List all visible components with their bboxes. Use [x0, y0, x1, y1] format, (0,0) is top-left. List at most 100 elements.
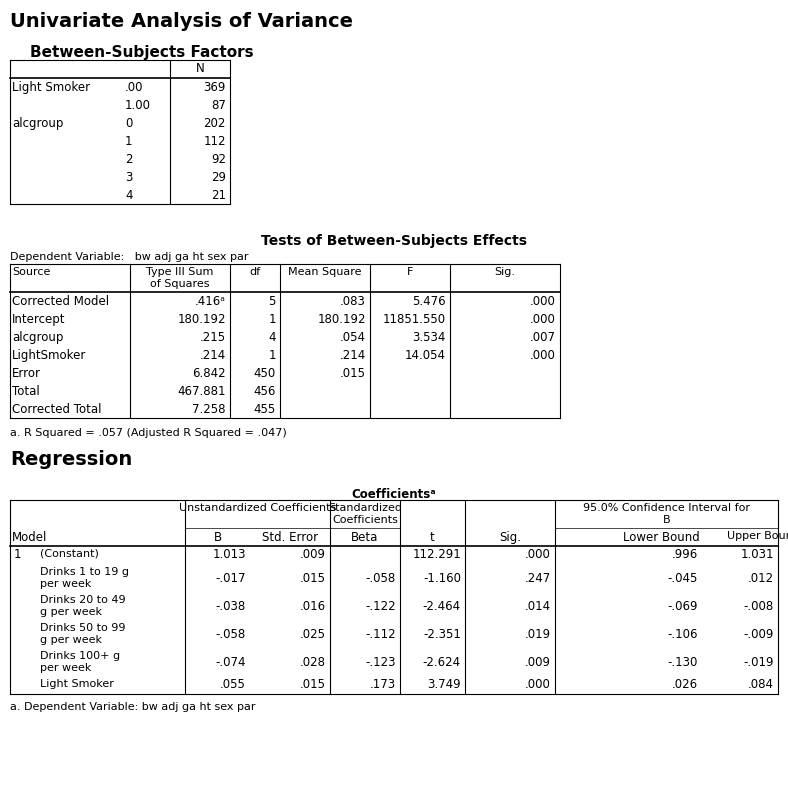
Text: .055: .055: [220, 679, 246, 692]
Text: Between-Subjects Factors: Between-Subjects Factors: [30, 45, 254, 60]
Text: -.106: -.106: [667, 628, 698, 641]
Text: -1.160: -1.160: [423, 571, 461, 584]
Text: -.008: -.008: [744, 600, 774, 612]
Text: 2: 2: [125, 153, 132, 166]
Text: 3.749: 3.749: [427, 679, 461, 692]
Text: a. R Squared = .057 (Adjusted R Squared = .047): a. R Squared = .057 (Adjusted R Squared …: [10, 428, 287, 438]
Text: 7.258: 7.258: [192, 403, 226, 416]
Text: Lower Bound: Lower Bound: [623, 531, 700, 544]
Text: t: t: [430, 531, 435, 544]
Text: .009: .009: [300, 549, 326, 562]
Text: Intercept: Intercept: [12, 313, 65, 326]
Text: 1: 1: [269, 313, 276, 326]
Text: .015: .015: [340, 367, 366, 380]
Text: .00: .00: [125, 81, 143, 94]
Text: .016: .016: [300, 600, 326, 612]
Text: .000: .000: [525, 679, 551, 692]
Text: 1: 1: [14, 549, 21, 562]
Text: .026: .026: [672, 679, 698, 692]
Text: Tests of Between-Subjects Effects: Tests of Between-Subjects Effects: [261, 234, 527, 248]
Text: .173: .173: [370, 679, 396, 692]
Text: .014: .014: [525, 600, 551, 612]
Text: 1.00: 1.00: [125, 99, 151, 112]
Text: Beta: Beta: [351, 531, 379, 544]
Text: 112: 112: [203, 135, 226, 148]
Text: Total: Total: [12, 385, 39, 398]
Text: Drinks 20 to 49
g per week: Drinks 20 to 49 g per week: [40, 595, 125, 617]
Text: -.058: -.058: [366, 571, 396, 584]
Text: -.058: -.058: [216, 628, 246, 641]
Text: 5: 5: [269, 295, 276, 308]
Text: .084: .084: [748, 679, 774, 692]
Text: .247: .247: [525, 571, 551, 584]
Text: 455: 455: [254, 403, 276, 416]
Text: 467.881: 467.881: [177, 385, 226, 398]
Text: 3: 3: [125, 171, 132, 184]
Text: df: df: [250, 267, 261, 277]
Text: .009: .009: [525, 655, 551, 668]
Text: 3.534: 3.534: [413, 331, 446, 344]
Text: N: N: [195, 62, 204, 75]
Text: Drinks 50 to 99
g per week: Drinks 50 to 99 g per week: [40, 623, 125, 645]
Text: 92: 92: [211, 153, 226, 166]
Text: -2.351: -2.351: [423, 628, 461, 641]
Text: -.069: -.069: [667, 600, 698, 612]
Text: Sig.: Sig.: [495, 267, 515, 277]
Text: .416ᵃ: .416ᵃ: [195, 295, 226, 308]
Text: Corrected Model: Corrected Model: [12, 295, 109, 308]
Text: 369: 369: [203, 81, 226, 94]
Text: Standardized
Coefficients: Standardized Coefficients: [328, 503, 402, 524]
Text: 6.842: 6.842: [192, 367, 226, 380]
Text: .025: .025: [300, 628, 326, 641]
Text: .015: .015: [300, 571, 326, 584]
Text: .012: .012: [748, 571, 774, 584]
Text: .083: .083: [340, 295, 366, 308]
Text: 450: 450: [254, 367, 276, 380]
Text: 1.031: 1.031: [741, 549, 774, 562]
Text: Mean Square: Mean Square: [288, 267, 362, 277]
Text: Light Smoker: Light Smoker: [12, 81, 90, 94]
Text: Dependent Variable:   bw adj ga ht sex par: Dependent Variable: bw adj ga ht sex par: [10, 252, 248, 262]
Text: -.074: -.074: [215, 655, 246, 668]
Text: Drinks 100+ g
per week: Drinks 100+ g per week: [40, 651, 120, 672]
Text: Drinks 1 to 19 g
per week: Drinks 1 to 19 g per week: [40, 567, 129, 588]
Text: .214: .214: [340, 349, 366, 362]
Text: -.045: -.045: [667, 571, 698, 584]
Text: .996: .996: [671, 549, 698, 562]
Text: -.112: -.112: [366, 628, 396, 641]
Text: -.122: -.122: [366, 600, 396, 612]
Text: 180.192: 180.192: [318, 313, 366, 326]
Text: Univariate Analysis of Variance: Univariate Analysis of Variance: [10, 12, 353, 31]
Text: Type III Sum
of Squares: Type III Sum of Squares: [147, 267, 214, 288]
Text: Corrected Total: Corrected Total: [12, 403, 102, 416]
Text: -2.624: -2.624: [423, 655, 461, 668]
Text: .214: .214: [199, 349, 226, 362]
Text: 1.013: 1.013: [213, 549, 246, 562]
Text: Model: Model: [12, 531, 47, 544]
Text: 21: 21: [211, 189, 226, 202]
Text: 4: 4: [269, 331, 276, 344]
Text: Unstandardized Coefficients: Unstandardized Coefficients: [179, 503, 336, 513]
Text: alcgroup: alcgroup: [12, 117, 63, 130]
Text: -.123: -.123: [366, 655, 396, 668]
Text: (Constant): (Constant): [40, 549, 98, 559]
Text: -.017: -.017: [215, 571, 246, 584]
Text: 180.192: 180.192: [177, 313, 226, 326]
Text: .000: .000: [525, 549, 551, 562]
Text: .000: .000: [530, 295, 556, 308]
Text: -.019: -.019: [744, 655, 774, 668]
Text: Sig.: Sig.: [499, 531, 521, 544]
Text: 87: 87: [211, 99, 226, 112]
Text: a. Dependent Variable: bw adj ga ht sex par: a. Dependent Variable: bw adj ga ht sex …: [10, 702, 255, 712]
Text: Source: Source: [12, 267, 50, 277]
Text: Coefficientsᵃ: Coefficientsᵃ: [351, 488, 437, 501]
Text: Error: Error: [12, 367, 41, 380]
Text: 5.476: 5.476: [412, 295, 446, 308]
Text: Regression: Regression: [10, 450, 132, 469]
Text: .054: .054: [340, 331, 366, 344]
Text: .015: .015: [300, 679, 326, 692]
Text: Std. Error: Std. Error: [262, 531, 318, 544]
Text: .007: .007: [530, 331, 556, 344]
Text: Upper Bound: Upper Bound: [727, 531, 788, 541]
Text: 1: 1: [269, 349, 276, 362]
